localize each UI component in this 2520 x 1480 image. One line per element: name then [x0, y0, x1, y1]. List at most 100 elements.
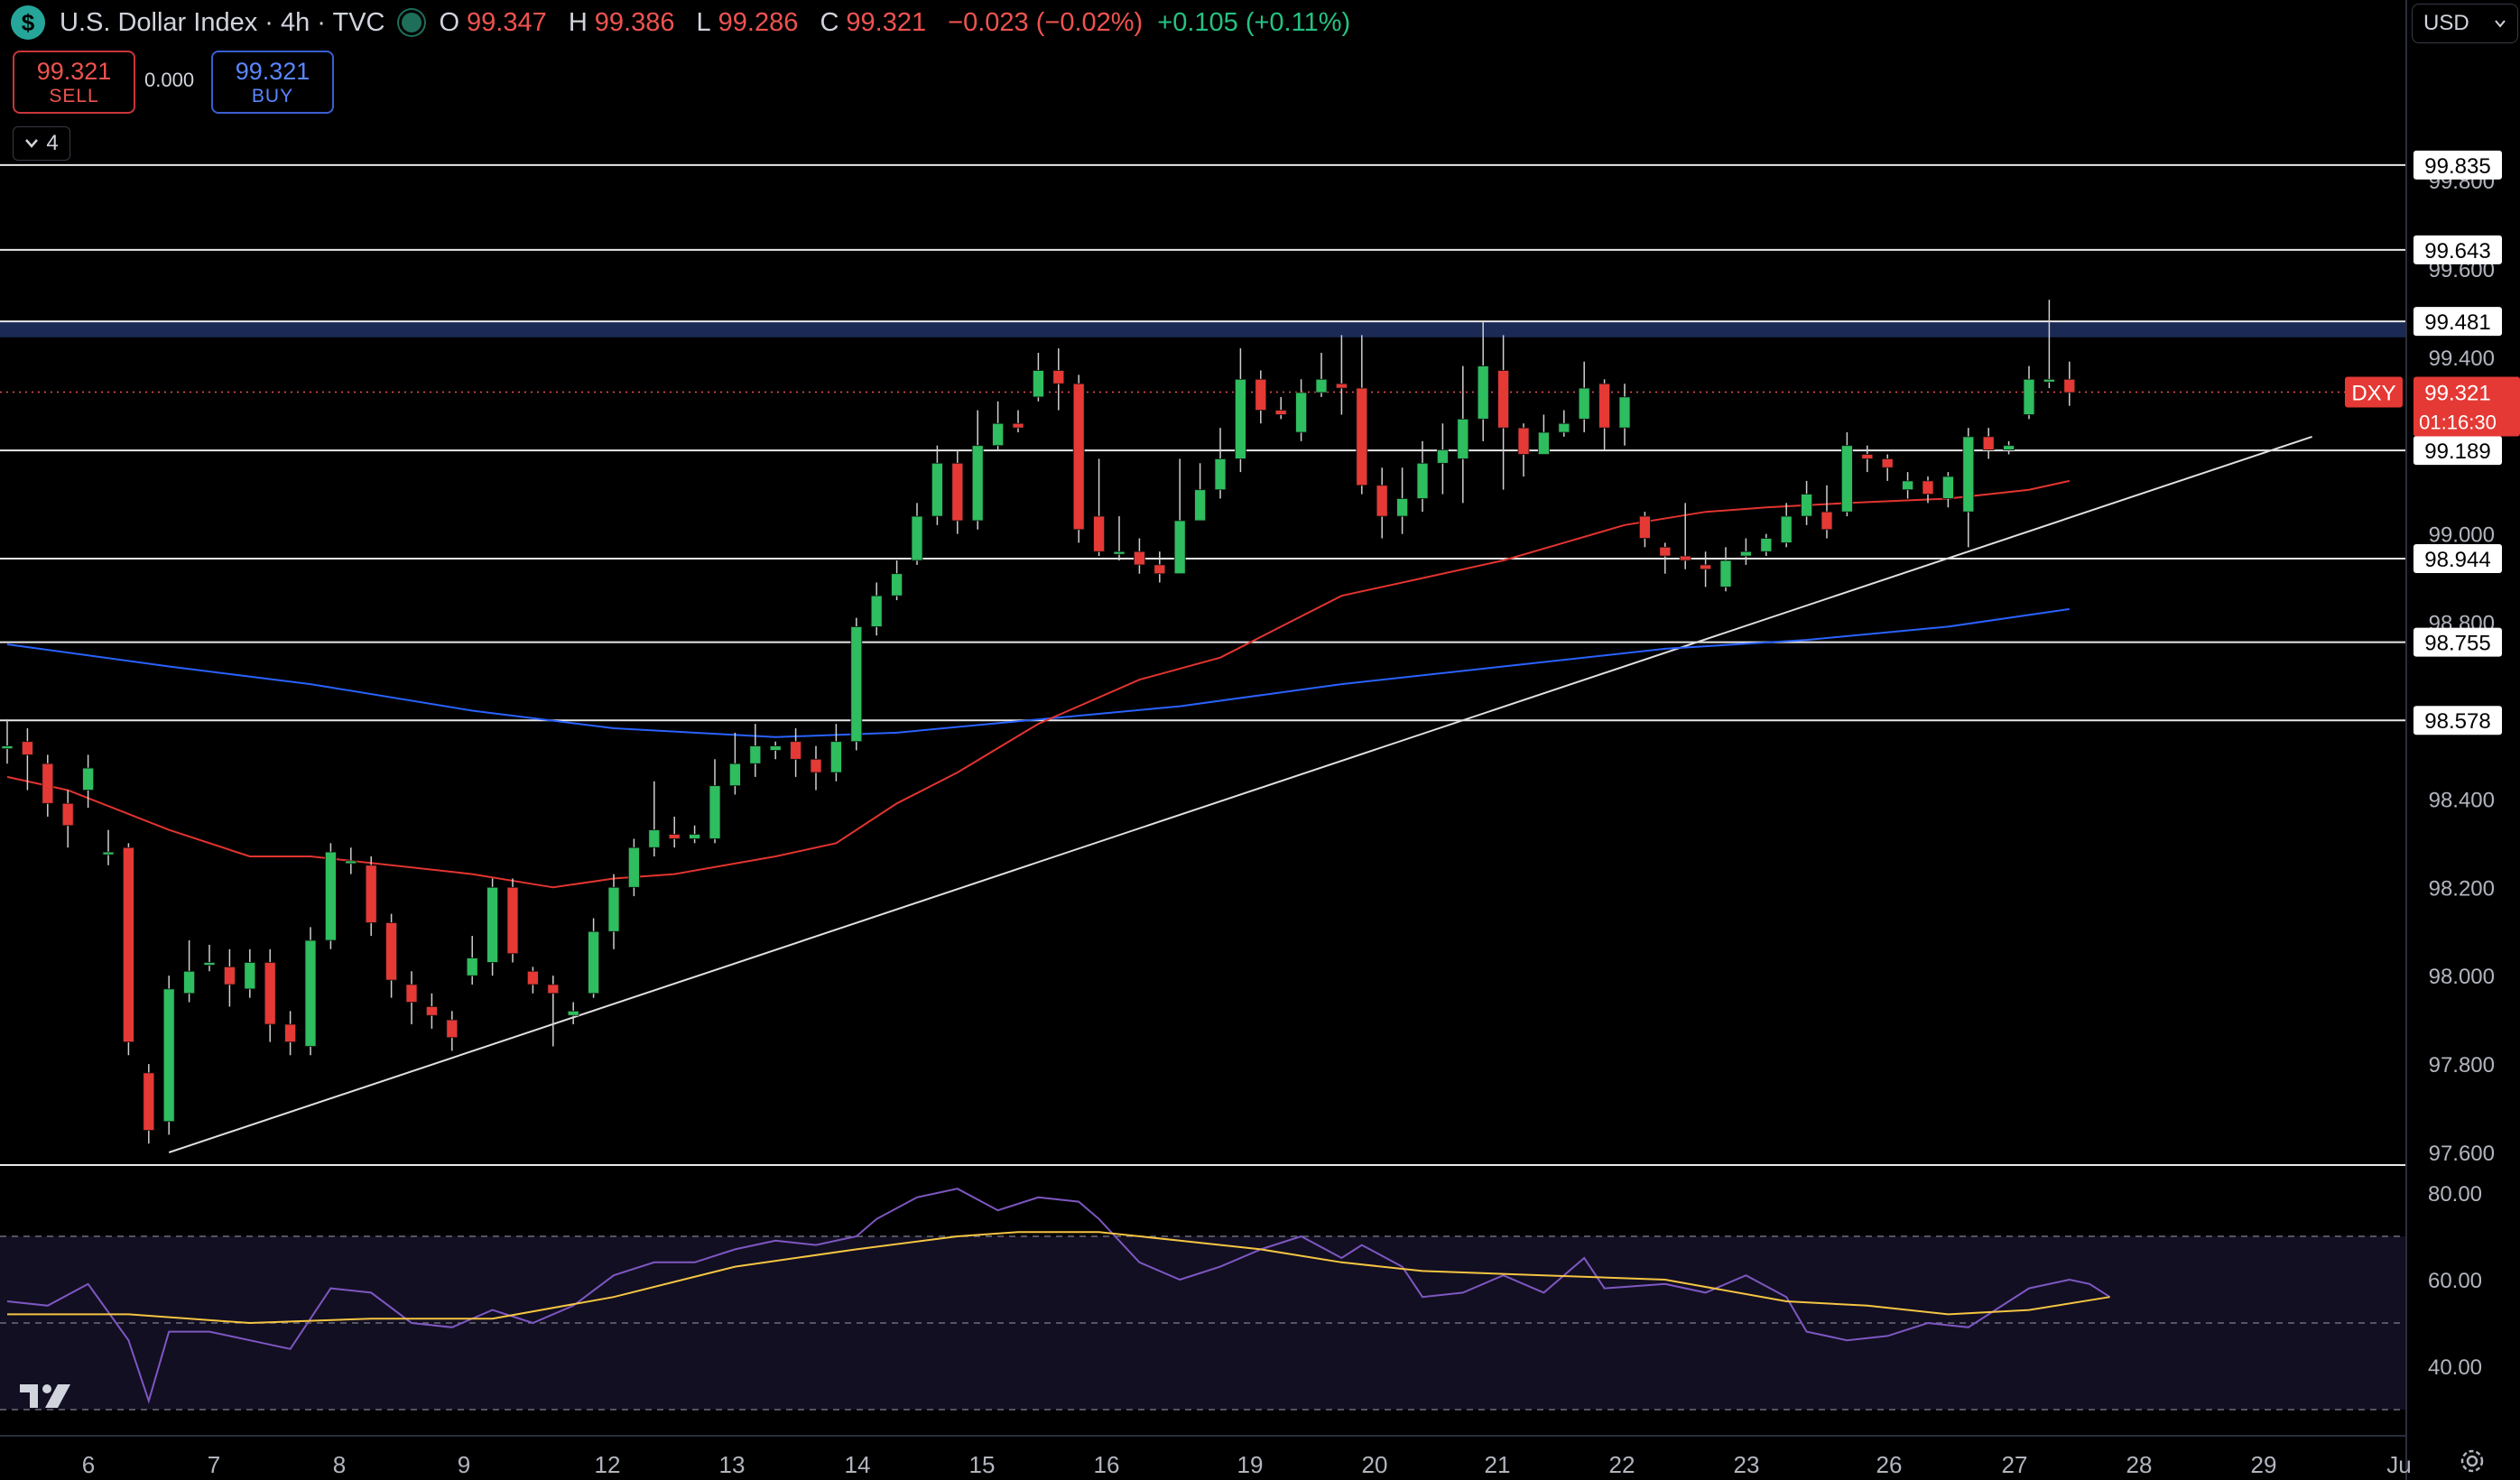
candle[interactable] — [1700, 564, 1711, 570]
market-status-icon[interactable] — [399, 10, 425, 35]
candle[interactable] — [1477, 365, 1489, 420]
level-label-box[interactable] — [2413, 627, 2502, 657]
candle[interactable] — [304, 939, 317, 1047]
resistance-zone[interactable] — [0, 321, 2406, 338]
candle[interactable] — [486, 886, 498, 963]
candle[interactable] — [567, 1010, 579, 1016]
candle[interactable] — [102, 851, 115, 856]
candle[interactable] — [810, 758, 822, 773]
candle[interactable] — [607, 886, 620, 932]
candle[interactable] — [1376, 485, 1388, 517]
candle[interactable] — [1578, 387, 1590, 420]
rsi-ma-line[interactable] — [7, 1231, 2110, 1325]
settings-gear-icon[interactable] — [2459, 1448, 2486, 1475]
candle[interactable] — [1072, 383, 1085, 531]
candle[interactable] — [2023, 378, 2035, 415]
candle[interactable] — [1941, 476, 1954, 499]
candle[interactable] — [1962, 436, 1975, 513]
candle[interactable] — [1801, 494, 1812, 517]
candle[interactable] — [1517, 427, 1530, 455]
candle[interactable] — [466, 957, 478, 976]
candle[interactable] — [648, 829, 661, 848]
candle[interactable] — [1538, 431, 1550, 455]
sell-button[interactable]: 99.321 SELL — [13, 51, 135, 114]
candle[interactable] — [264, 962, 276, 1025]
candle[interactable] — [1861, 454, 1874, 459]
symbol-tag-box[interactable] — [2345, 376, 2403, 408]
candle[interactable] — [527, 970, 539, 985]
sma-fast-line[interactable] — [6, 479, 2071, 889]
candle[interactable] — [931, 462, 943, 517]
buy-button[interactable]: 99.321 BUY — [211, 51, 334, 114]
candle[interactable] — [1235, 378, 1246, 459]
candle[interactable] — [1719, 560, 1732, 587]
candle[interactable] — [769, 745, 782, 751]
candle[interactable] — [324, 851, 337, 941]
candle[interactable] — [1214, 458, 1227, 491]
candle[interactable] — [830, 741, 842, 773]
candle[interactable] — [21, 741, 33, 755]
candle[interactable] — [1497, 370, 1509, 429]
candle[interactable] — [628, 846, 640, 888]
candle[interactable] — [446, 1019, 459, 1039]
candle[interactable] — [790, 741, 801, 760]
candle[interactable] — [1033, 370, 1044, 398]
candle[interactable] — [1457, 418, 1469, 459]
candle[interactable] — [345, 860, 357, 865]
indicators-toggle-button[interactable]: 4 — [13, 126, 70, 161]
candle[interactable] — [244, 962, 256, 990]
candle[interactable] — [1558, 422, 1570, 433]
candle[interactable] — [850, 626, 863, 743]
candle[interactable] — [385, 922, 398, 981]
candle[interactable] — [1012, 422, 1024, 429]
candle[interactable] — [1315, 378, 1328, 393]
candle[interactable] — [1255, 378, 1267, 411]
candle[interactable] — [1194, 489, 1206, 522]
candle[interactable] — [1336, 383, 1348, 389]
level-label-box[interactable] — [2413, 307, 2502, 337]
trendline[interactable] — [168, 435, 2312, 1153]
candle[interactable] — [689, 834, 700, 839]
tradingview-logo[interactable] — [18, 1381, 74, 1411]
candle[interactable] — [1396, 498, 1408, 517]
candle[interactable] — [183, 970, 196, 994]
candle[interactable] — [2003, 445, 2015, 451]
candle[interactable] — [547, 984, 560, 994]
candle[interactable] — [223, 966, 236, 985]
candle[interactable] — [506, 886, 519, 955]
candle[interactable] — [1113, 550, 1126, 555]
candle[interactable] — [1780, 515, 1793, 543]
candle[interactable] — [61, 802, 74, 827]
candle[interactable] — [971, 445, 984, 522]
candle[interactable] — [1639, 515, 1651, 539]
candle[interactable] — [588, 930, 599, 994]
level-label-box[interactable] — [2413, 150, 2502, 180]
candle[interactable] — [1356, 387, 1368, 486]
candle[interactable] — [891, 573, 903, 597]
candle[interactable] — [729, 763, 741, 787]
candle[interactable] — [1922, 480, 1934, 495]
candle[interactable] — [870, 595, 883, 627]
candle[interactable] — [1902, 480, 1914, 491]
level-label-box[interactable] — [2413, 436, 2502, 466]
candle[interactable] — [1618, 396, 1631, 429]
candle[interactable] — [2043, 378, 2055, 383]
candle[interactable] — [1437, 449, 1449, 464]
sma-slow-line[interactable] — [6, 607, 2070, 738]
candle[interactable] — [405, 984, 418, 1003]
candle[interactable] — [42, 763, 54, 804]
candle[interactable] — [1982, 436, 1995, 451]
candle[interactable] — [1173, 520, 1186, 575]
candle[interactable] — [1659, 546, 1672, 557]
currency-select[interactable]: USD — [2412, 4, 2518, 43]
candle[interactable] — [992, 422, 1004, 447]
candle[interactable] — [82, 767, 94, 791]
candle[interactable] — [749, 745, 762, 764]
candle[interactable] — [2063, 378, 2076, 393]
level-label-box[interactable] — [2413, 235, 2502, 264]
candle[interactable] — [122, 846, 134, 1043]
candle[interactable] — [1153, 564, 1166, 575]
candle[interactable] — [425, 1006, 438, 1016]
candle[interactable] — [709, 785, 721, 839]
candle[interactable] — [1881, 458, 1894, 468]
